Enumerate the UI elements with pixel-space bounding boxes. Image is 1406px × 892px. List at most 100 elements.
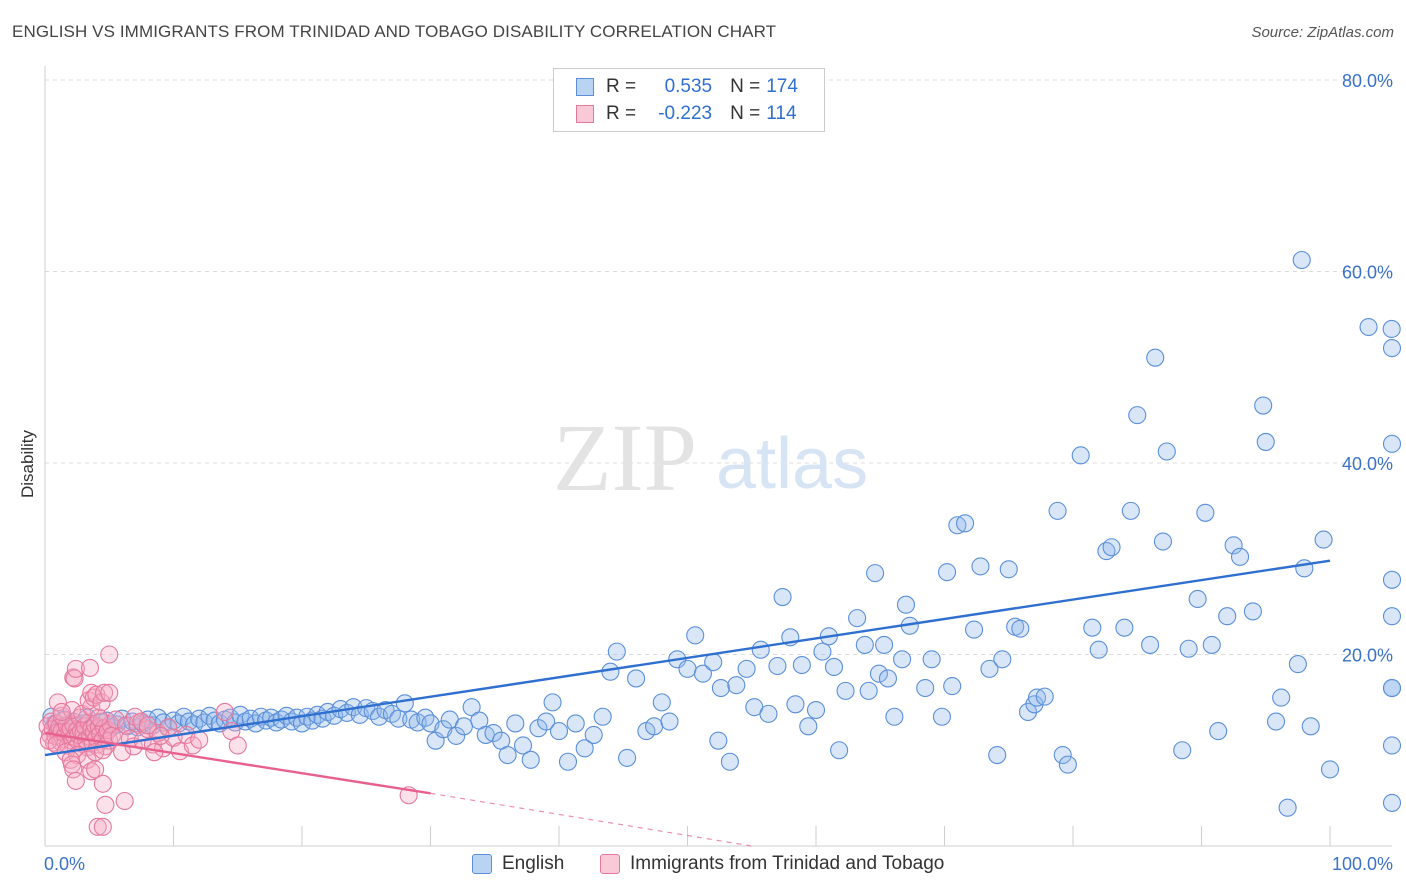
english-point	[999, 560, 1018, 579]
trend-lines	[44, 559, 1331, 847]
english-point	[786, 695, 805, 714]
english-point	[543, 693, 562, 712]
english-point	[1359, 317, 1378, 337]
english-point	[773, 587, 792, 607]
english-point	[792, 655, 811, 675]
english-point	[1141, 635, 1160, 654]
english-point	[855, 635, 874, 654]
english-point	[1146, 348, 1165, 367]
trinidad-point	[64, 760, 83, 779]
english-point	[830, 741, 849, 760]
english-point	[660, 712, 679, 731]
english-point	[1382, 434, 1402, 453]
tick-labels: 20.0% 40.0% 60.0% 80.0% 0.0% 100.0%	[44, 71, 1393, 874]
chart-title: ENGLISH VS IMMIGRANTS FROM TRINIDAD AND …	[12, 22, 777, 41]
english-point	[395, 694, 414, 713]
legend-swatch-english	[576, 78, 594, 96]
english-point	[1382, 736, 1402, 755]
english-point	[1314, 530, 1333, 549]
english-point	[848, 609, 867, 628]
english-point	[943, 677, 962, 696]
english-point	[1053, 745, 1072, 765]
english-point	[866, 564, 885, 583]
bottom-legend-label-english: English	[502, 853, 565, 874]
english-point	[1188, 589, 1207, 609]
legend-n-label: N =	[730, 76, 761, 97]
english-point	[799, 717, 818, 736]
english-point	[956, 514, 975, 533]
english-point	[1382, 339, 1402, 358]
english-point	[1301, 717, 1320, 736]
english-point	[1011, 619, 1030, 638]
trinidad-point	[48, 693, 67, 712]
english-point	[678, 659, 697, 678]
english-point	[1266, 712, 1286, 731]
legend-r-value: -0.223	[658, 103, 713, 124]
english-point	[566, 714, 585, 733]
english-point	[1128, 406, 1147, 425]
english-point	[447, 726, 466, 745]
english-point	[601, 662, 620, 681]
english-point	[1231, 547, 1250, 566]
english-point	[1382, 793, 1402, 812]
english-point	[896, 595, 916, 614]
english-point	[1288, 655, 1307, 674]
english-point	[593, 707, 612, 726]
english-point	[537, 712, 556, 731]
english-points	[42, 250, 1402, 817]
trinidad-point	[215, 702, 234, 722]
english-point	[462, 698, 481, 717]
english-point	[575, 739, 594, 758]
trinidad-point	[95, 683, 114, 702]
english-point	[1102, 538, 1121, 557]
english-point	[1153, 532, 1172, 551]
english-point	[618, 748, 637, 767]
english-point	[1295, 559, 1314, 578]
english-point	[1382, 678, 1402, 698]
watermark-atlas: atlas	[716, 424, 868, 504]
legend-row-english: R = 0.535 N = 174	[576, 75, 798, 99]
english-point	[1058, 755, 1077, 774]
legend-swatch-trinidad	[576, 105, 594, 123]
trinidad-point	[88, 817, 107, 836]
trinidad-point	[93, 774, 112, 793]
english-point	[1035, 687, 1054, 706]
english-point	[1048, 501, 1067, 520]
y-axis-label: Disability	[18, 429, 37, 498]
english-point	[1382, 570, 1402, 589]
english-point	[965, 620, 984, 639]
english-point	[916, 678, 935, 698]
english-point	[529, 719, 548, 738]
bottom-legend-trinidad: Immigrants from Trinidad and Tobago	[600, 852, 944, 876]
trinidad-point	[52, 706, 71, 725]
trinidad-point	[138, 716, 157, 735]
trinidad-trend-line	[44, 731, 431, 795]
english-point	[859, 681, 878, 700]
y-tick-label: 20.0%	[1342, 646, 1393, 666]
english-point	[645, 717, 664, 736]
english-point	[988, 745, 1007, 765]
trinidad-point	[66, 771, 85, 790]
english-point	[1209, 722, 1228, 741]
legend-r-value: 0.535	[664, 76, 713, 97]
watermark-zip: ZIP	[553, 404, 697, 511]
legend-n-label: N =	[730, 103, 761, 124]
english-point	[948, 516, 967, 535]
english-point	[1202, 635, 1221, 654]
english-point	[727, 676, 746, 695]
english-point	[813, 642, 832, 661]
english-point	[1256, 432, 1275, 451]
english-point	[506, 714, 525, 733]
english-point	[1272, 688, 1291, 707]
english-point	[627, 669, 646, 688]
english-point	[549, 722, 569, 741]
legend-n-value: 114	[766, 103, 797, 124]
english-point	[513, 736, 533, 755]
watermark: ZIP atlas	[553, 404, 868, 511]
english-point	[174, 707, 193, 726]
bottom-legend-swatch-english	[472, 854, 492, 874]
legend-n-value: 174	[766, 76, 798, 97]
english-point	[768, 656, 787, 676]
english-point	[875, 635, 894, 654]
english-point	[1179, 639, 1198, 658]
